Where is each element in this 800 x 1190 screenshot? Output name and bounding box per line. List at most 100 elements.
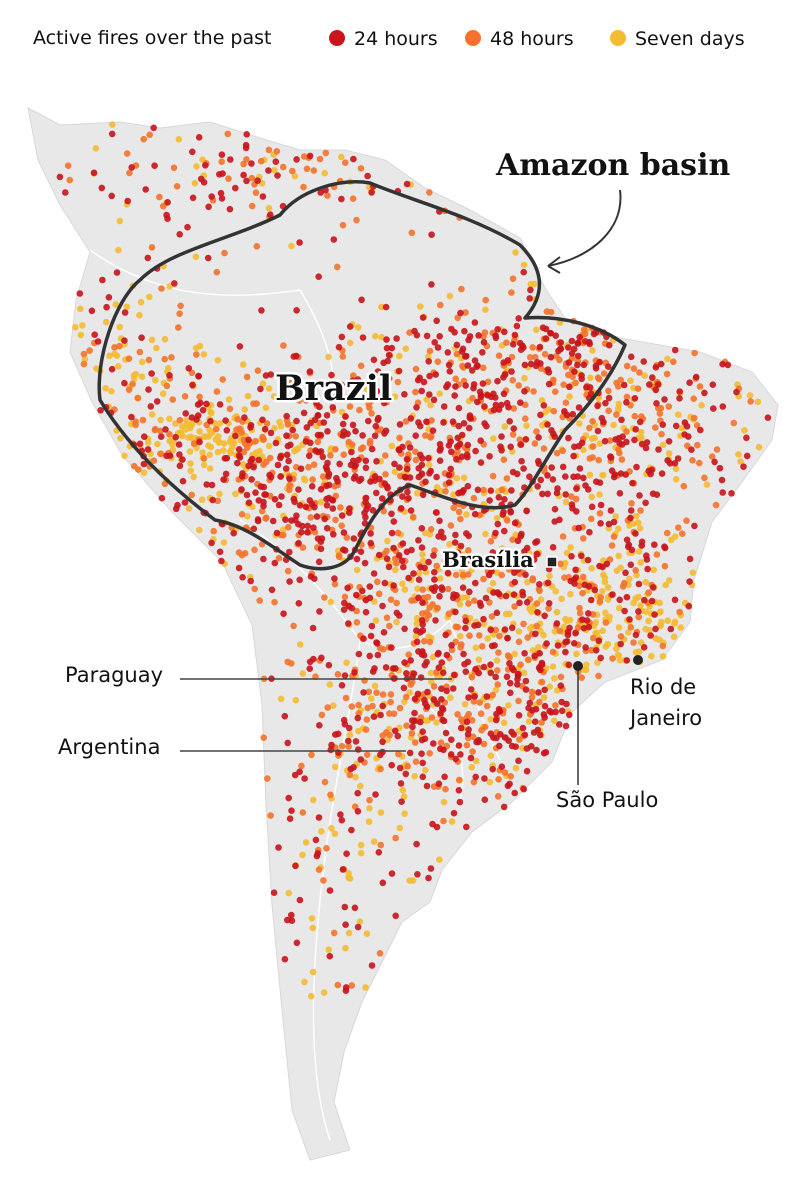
fire-dot [615,652,622,659]
fire-dot [257,483,265,490]
fire-dot [320,989,328,996]
fire-dot [422,478,429,486]
fire-dot [691,349,698,357]
fire-dot [409,877,417,884]
fire-dot [492,529,499,537]
fire-dot [555,347,562,355]
fire-dot [554,642,562,649]
fire-dot [157,427,164,435]
fire-dot [545,380,553,388]
fire-dot [373,387,381,395]
fire-dot [596,562,603,570]
fire-dot [241,550,249,557]
fire-dot [306,368,314,375]
fire-dot [637,602,644,609]
fire-dot [654,381,662,388]
fire-dot [505,559,512,566]
fire-dot [360,635,367,642]
fire-dot [345,620,352,627]
fire-dot [436,856,443,863]
fire-dot [307,573,315,580]
fire-dot [338,381,345,389]
fire-dot [325,353,332,361]
fire-dot [282,465,290,472]
fire-dot [540,694,548,701]
fire-dot [245,436,252,444]
fire-dot [207,443,215,451]
fire-dot [463,741,471,749]
fire-dot [437,445,444,452]
fire-dot [398,557,406,565]
fire-dot [446,541,453,548]
fire-dot [481,796,489,803]
fire-dot [357,165,365,172]
fire-dot [644,565,651,573]
fire-dot [125,386,133,394]
fire-dot [592,647,600,654]
fire-dot [476,599,484,607]
fire-dot [534,726,542,734]
fire-dot [493,609,501,617]
fire-dot [415,576,423,583]
fire-dot [521,374,528,382]
fire-dot [701,389,708,397]
fire-dot [532,630,539,638]
fire-dot [544,366,552,373]
fire-dot [191,440,198,447]
fire-dot [296,768,303,776]
fire-dot [370,838,378,845]
fire-dot [652,635,660,642]
fire-dot [627,561,635,569]
fire-dot [527,281,534,288]
fire-dot [547,329,554,337]
fire-dot [446,368,454,375]
fire-dot [625,629,632,636]
fire-dot [349,195,357,202]
fire-dot [243,131,250,138]
fire-dot [300,409,308,417]
fire-dot [225,396,233,403]
fire-dot [277,454,284,462]
fire-dot [412,448,419,456]
fire-dot [248,174,256,182]
fire-dot [565,434,572,442]
fire-dot [686,379,693,387]
fire-dot [636,492,643,499]
fire-dot [301,978,308,986]
fire-dot [680,482,688,490]
fire-dot [480,339,488,346]
fire-dot [348,826,355,834]
fire-dot [516,339,524,347]
fire-dot [427,467,435,475]
fire-dot [185,365,193,372]
fire-dot [516,599,523,607]
fire-dot [595,672,602,680]
fire-dot [258,507,266,515]
fire-dot [619,433,626,441]
amazon-basin-outline [97,180,627,571]
fire-dot [601,574,609,581]
fire-dot [350,372,357,379]
fire-dot [487,626,495,634]
fire-dot [507,773,514,780]
fire-dot [557,673,565,681]
fire-dot [234,416,241,423]
fire-dot [537,476,545,484]
fire-dot [341,721,349,728]
city-label: São Paulo [556,788,658,812]
fire-dot [413,490,421,497]
fire-dot [440,746,447,754]
fire-dot [464,441,472,449]
fire-dot [450,809,458,817]
fire-dot [308,751,315,759]
fire-dot [401,659,408,666]
fire-dot [548,709,555,716]
fire-dot [565,359,573,366]
fire-dot [588,503,596,511]
fire-dot [339,432,347,439]
fire-dot [423,332,431,340]
fire-dot [292,433,300,440]
fire-dot [487,538,495,545]
fire-dot [606,613,613,621]
fire-dot [535,460,543,468]
